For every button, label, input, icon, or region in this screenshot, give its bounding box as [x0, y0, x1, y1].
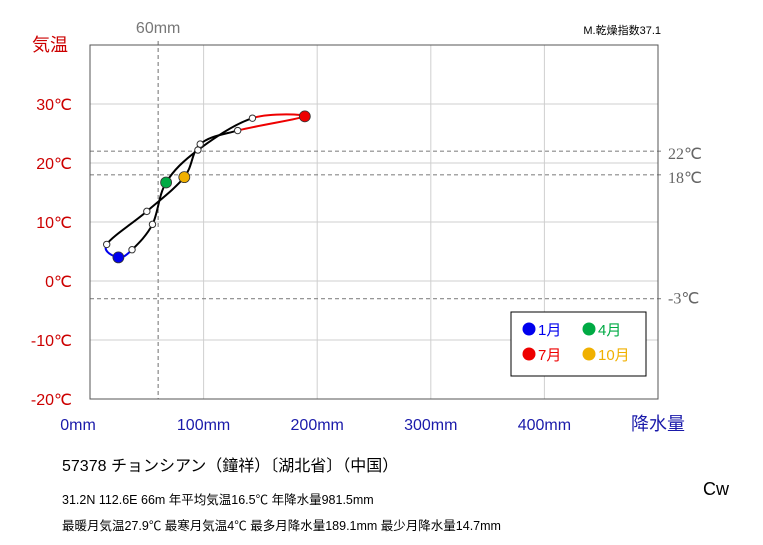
legend-marker-4 — [582, 322, 596, 336]
y-tick-label: -10℃ — [31, 333, 72, 350]
x-tick-label: 200mm — [291, 417, 344, 434]
station-name: 57378 チョンシアン（鐘祥）〔湖北省〕（中国） — [62, 458, 399, 475]
y-axis-label: 気温 — [32, 35, 68, 55]
curve-segment-7-8 — [237, 115, 306, 132]
month-point-1 — [112, 251, 125, 264]
month-point-9 — [196, 140, 204, 148]
climate-class: Cw — [703, 479, 729, 499]
reference-label: 22℃ — [668, 146, 702, 163]
x-tick-label: 300mm — [404, 417, 457, 434]
month-point-7 — [298, 110, 311, 123]
month-point-6 — [248, 114, 257, 122]
dryness-index-label: M.乾燥指数37.1 — [583, 23, 661, 37]
legend-box — [510, 311, 647, 377]
legend-marker-7 — [522, 347, 536, 361]
y-tick-labels: 30℃ 20℃ 10℃ 0℃ -10℃ -20℃ — [31, 97, 72, 409]
y-tick-label: 0℃ — [45, 274, 72, 291]
legend: 1月 4月 7月 10月 — [510, 311, 647, 377]
legend-label-10: 10月 — [598, 347, 630, 364]
reference-label: -3℃ — [668, 291, 699, 308]
legend-label-4: 4月 — [598, 322, 621, 339]
x-tick-label: 400mm — [518, 417, 571, 434]
curve-segment-2-3 — [131, 223, 154, 251]
reference-lines: 22℃ 18℃ -3℃ 60mm — [90, 20, 702, 399]
y-tick-label: -20℃ — [31, 392, 72, 409]
reference-label: 60mm — [136, 20, 180, 37]
x-tick-label: 0mm — [60, 417, 96, 434]
curve-segment-8-9 — [199, 129, 238, 145]
y-tick-label: 20℃ — [36, 156, 72, 173]
legend-marker-1 — [522, 322, 536, 336]
month-point-11 — [143, 207, 151, 216]
x-tick-label: 100mm — [177, 417, 230, 434]
legend-label-7: 7月 — [538, 347, 561, 364]
reference-label: 18℃ — [668, 170, 702, 187]
curve-segment-3-4 — [151, 181, 167, 225]
x-axis-label: 降水量 — [631, 414, 685, 434]
y-tick-label: 30℃ — [36, 97, 72, 114]
month-point-10 — [178, 171, 191, 184]
x-tick-labels: 0mm 100mm 200mm 300mm 400mm — [60, 417, 571, 434]
y-tick-label: 10℃ — [36, 215, 72, 232]
month-point-8 — [233, 126, 242, 135]
station-info-line2: 最暖月気温27.9℃ 最寒月気温4℃ 最多月降水量189.1mm 最少月降水量1… — [62, 519, 501, 533]
plot-frame — [89, 44, 659, 400]
month-point-12 — [102, 240, 111, 249]
month-point-4 — [160, 176, 173, 189]
legend-marker-10 — [582, 347, 596, 361]
station-info-line1: 31.2N 112.6E 66m 年平均気温16.5℃ 年降水量981.5mm — [62, 493, 374, 507]
month-point-3 — [148, 220, 157, 229]
legend-label-1: 1月 — [538, 322, 561, 339]
month-point-2 — [128, 246, 136, 254]
climate-curve — [102, 110, 311, 264]
